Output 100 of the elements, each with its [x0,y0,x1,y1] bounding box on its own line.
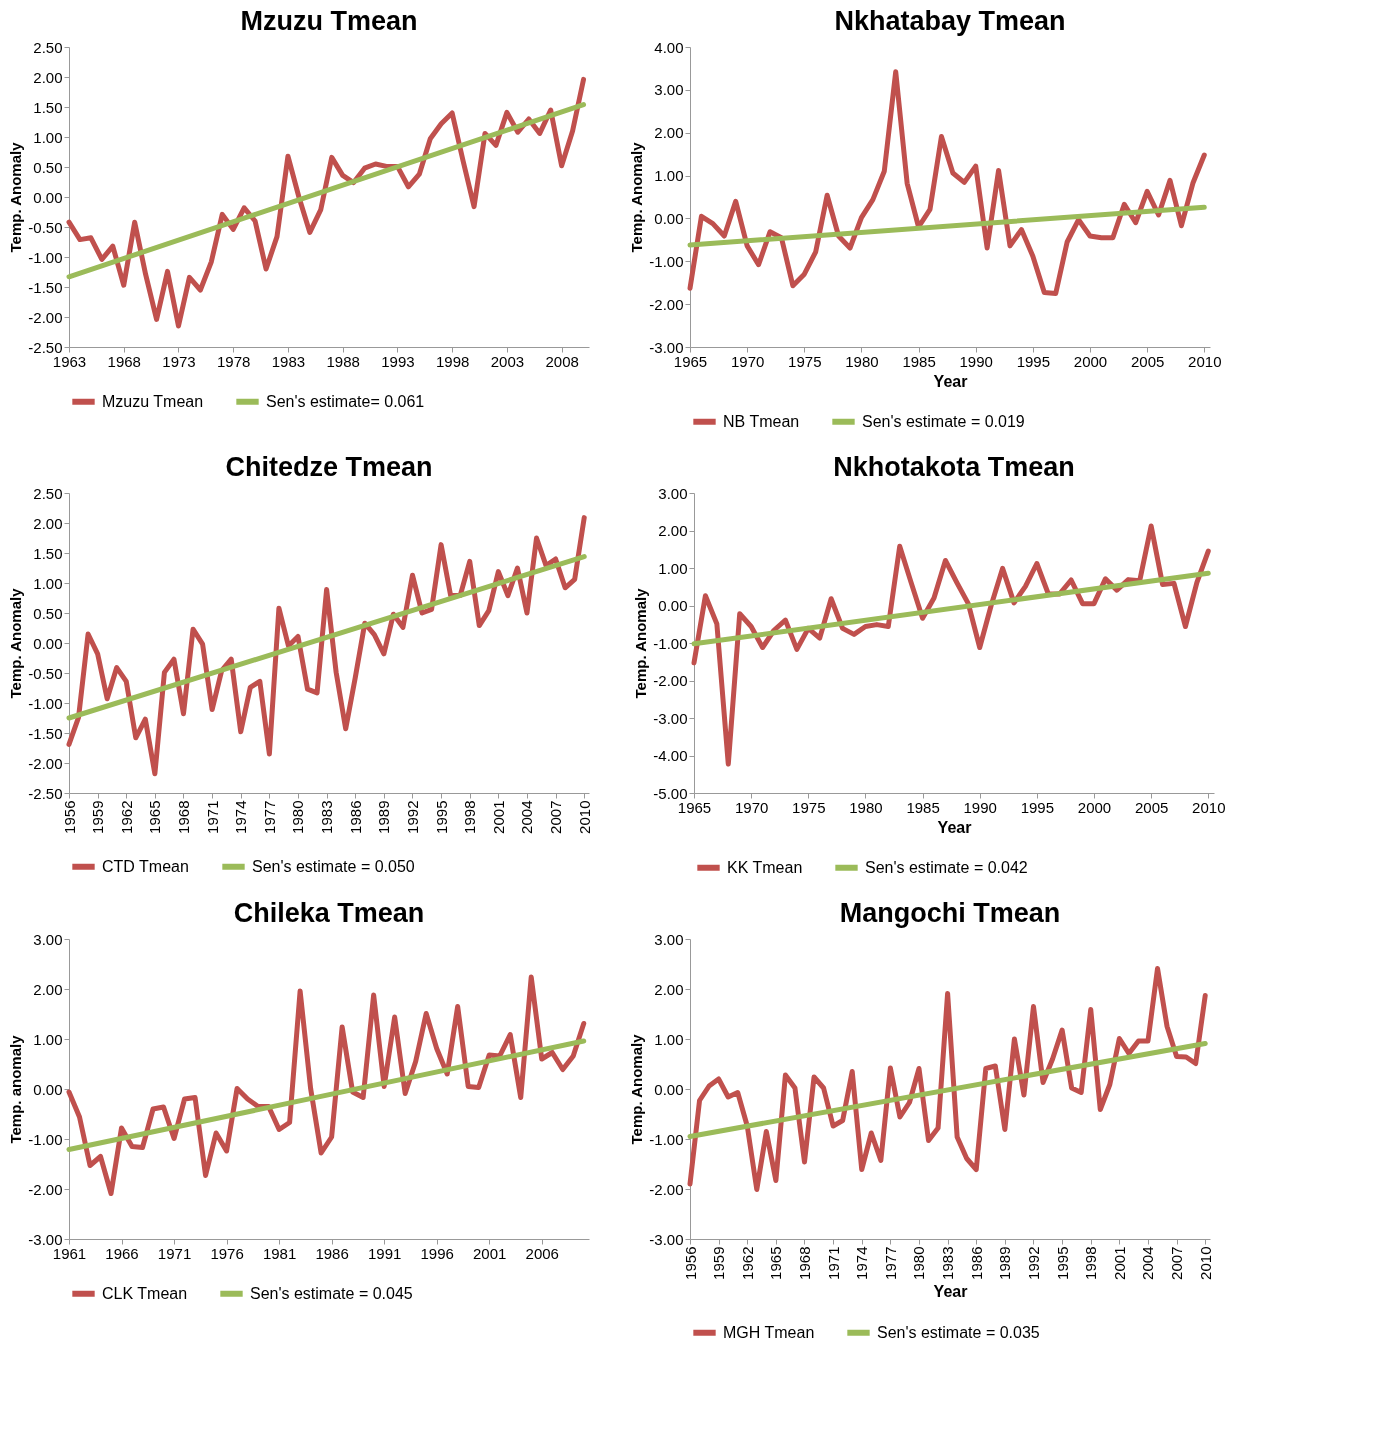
x-tick-label: 1992 [1024,1246,1042,1280]
x-tick-label: 1971 [157,1244,192,1262]
x-tick-label: 1995 [1020,798,1055,816]
y-tick-label: 2.00 [33,514,63,532]
y-tick-label: -1.00 [649,252,684,270]
y-tick-label: 3.00 [658,484,688,502]
x-tick-label: 1968 [796,1246,813,1280]
x-tick-label: 1985 [906,798,940,816]
x-tick-label: 1974 [853,1246,871,1280]
x-tick-label: 1995 [432,800,450,834]
legend-label: CTD Tmean [102,857,189,875]
chart-title: Nkhatabay Tmean [834,6,1066,36]
x-tick-label: 1980 [289,800,307,834]
x-tick-label: 2001 [1110,1246,1128,1280]
x-tick-label: 1992 [403,800,421,834]
x-tick-label: 1974 [232,800,250,834]
x-tick-label: 1985 [902,352,936,370]
y-tick-label: 1.00 [33,1030,63,1048]
x-tick-label: 1975 [788,352,822,370]
y-tick-label: 1.00 [654,167,684,185]
x-tick-label: 1962 [117,800,135,834]
x-tick-label: 1956 [60,800,78,834]
x-tick-label: 1989 [375,800,393,834]
legend-label: MGH Tmean [723,1323,815,1341]
y-tick-label: 0.00 [654,209,684,227]
x-tick-label: 1971 [203,800,221,834]
x-tick-label: 1986 [346,800,364,834]
y-tick-label: 1.50 [33,544,63,562]
x-tick-label: 1966 [105,1244,139,1262]
y-tick-label: -3.00 [649,1230,684,1248]
x-tick-label: 1968 [107,352,141,370]
x-tick-label: 1959 [89,800,107,834]
y-tick-label: -0.50 [28,218,63,236]
legend-label: NB Tmean [723,412,800,430]
x-tick-label: 1983 [939,1246,957,1280]
x-tick-label: 1973 [162,352,196,370]
y-tick-label: 4.00 [654,38,684,56]
x-tick-label: 2007 [547,800,565,834]
chart-title: Nkhotakota Tmean [833,452,1075,482]
x-tick-label: 1981 [262,1244,297,1262]
x-tick-label: 2004 [1139,1246,1157,1280]
x-axis-title: Year [933,372,968,390]
y-tick-label: 2.00 [654,980,684,998]
y-tick-label: 3.00 [654,930,684,948]
legend-label: Sen's estimate = 0.050 [252,857,415,875]
x-tick-label: 1986 [967,1246,985,1280]
y-tick-label: -2.00 [649,295,684,313]
y-tick-label: 1.00 [654,1030,684,1048]
y-tick-label: 0.00 [654,1080,684,1098]
x-tick-label: 1976 [210,1244,244,1262]
legend-label: Mzuzu Tmean [102,392,204,410]
y-tick-label: 1.00 [33,128,63,146]
x-tick-label: 2010 [1188,352,1222,370]
y-tick-label: 2.00 [654,124,684,142]
x-tick-label: 2010 [1196,1246,1214,1280]
y-tick-label: -3.00 [653,709,688,727]
x-tick-label: 1975 [792,798,826,816]
legend-label: Sen's estimate= 0.061 [266,392,425,410]
y-tick-label: -2.00 [653,672,688,689]
legend-label: Sen's estimate = 0.019 [862,412,1025,430]
x-axis-title: Year [933,1282,968,1300]
x-tick-label: 2005 [1134,798,1169,816]
x-tick-label: 1965 [767,1246,785,1280]
x-tick-label: 2008 [545,352,579,370]
y-tick-label: -0.50 [28,664,63,682]
legend-label: Sen's estimate = 0.042 [865,858,1028,876]
x-tick-label: 1998 [461,800,479,834]
x-tick-label: 2010 [575,800,593,834]
x-tick-label: 1990 [963,798,997,816]
x-tick-label: 1995 [1053,1246,1071,1280]
legend-label: KK Tmean [727,858,803,876]
y-tick-label: 0.00 [33,1080,63,1098]
x-tick-label: 1995 [1016,352,1051,370]
legend-label: Sen's estimate = 0.035 [877,1323,1040,1341]
y-tick-label: 0.00 [658,597,688,614]
y-tick-label: -2.50 [28,784,63,802]
y-tick-label: 1.00 [33,574,63,592]
x-tick-label: 1989 [996,1246,1014,1280]
x-tick-label: 1968 [175,800,192,834]
y-tick-label: -4.00 [653,747,688,764]
legend-label: Sen's estimate = 0.045 [250,1284,413,1302]
y-tick-label: -1.50 [28,724,63,742]
y-tick-label: 0.00 [33,188,63,206]
x-axis-title: Year [937,818,972,836]
chart-title: Chitedze Tmean [225,452,433,482]
y-axis-title: Temp. Anomaly [7,587,25,699]
y-tick-label: 1.00 [658,559,688,577]
x-tick-label: 1959 [710,1246,728,1280]
y-tick-label: -2.00 [28,308,63,326]
x-tick-label: 1977 [260,800,278,834]
x-tick-label: 1993 [381,352,415,370]
y-tick-label: -2.00 [649,1180,684,1198]
x-tick-label: 1965 [146,800,164,834]
y-tick-label: 2.00 [33,980,63,998]
y-tick-label: -1.00 [28,1130,63,1148]
y-tick-label: -1.50 [28,278,63,296]
y-tick-label: -1.00 [649,1130,684,1148]
x-tick-label: 1991 [367,1244,402,1262]
x-tick-label: 2004 [518,800,536,834]
y-axis-title: Temp. Anomaly [628,141,646,253]
